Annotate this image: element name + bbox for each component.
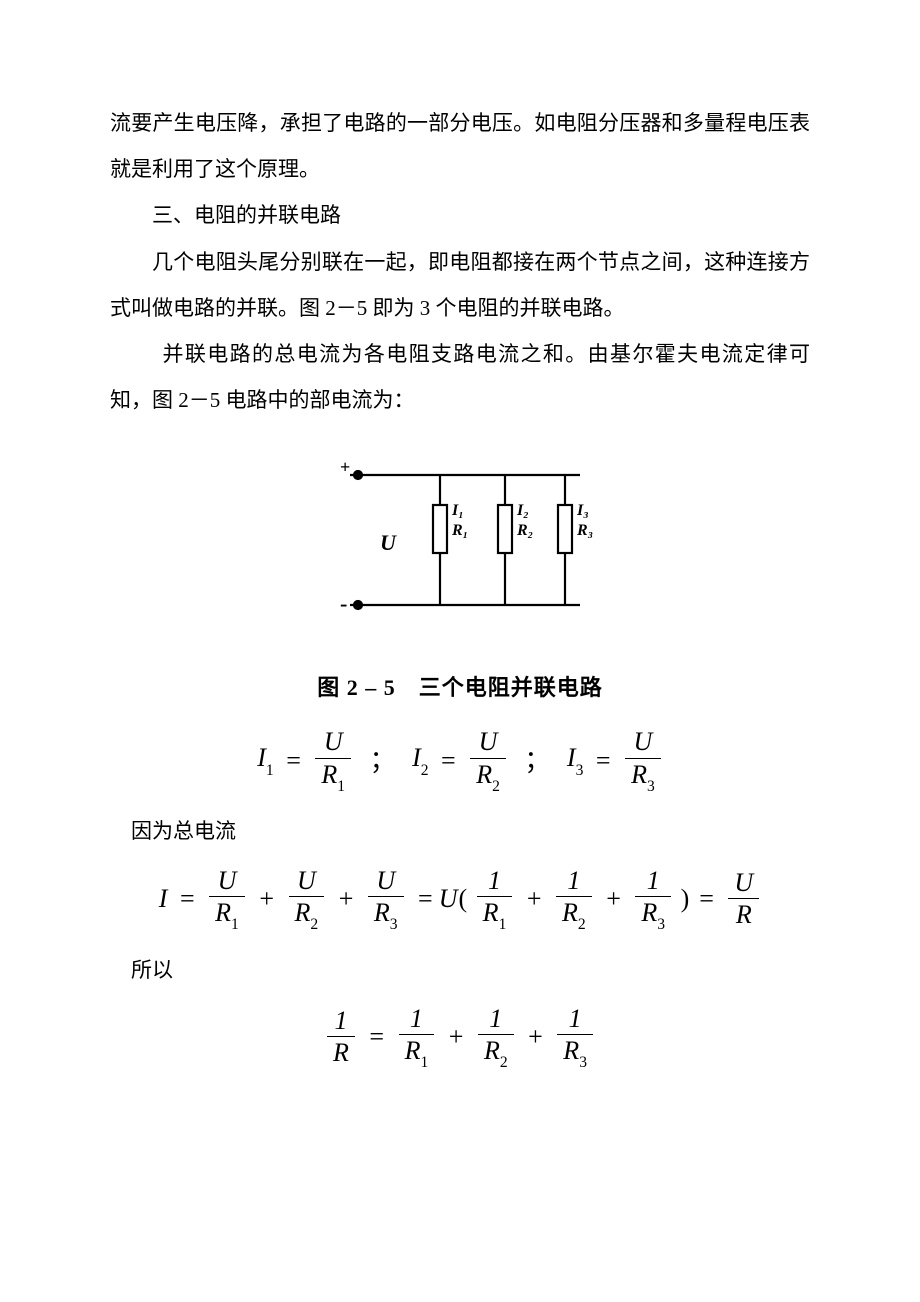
svg-text:+: + <box>340 457 350 477</box>
voltage-label: U <box>380 530 397 555</box>
paragraph-1: 流要产生电压降，承担了电路的一部分电压。如电阻分压器和多量程电压表就是利用了这个… <box>110 100 810 192</box>
formula-total-current: I = UR1 + UR2 + UR3 =U( 1R1 + 1R2 + 1R3 … <box>110 865 810 933</box>
page: 流要产生电压降，承担了电路的一部分电压。如电阻分压器和多量程电压表就是利用了这个… <box>0 0 920 1302</box>
branch-2-R: R₂ <box>516 522 533 539</box>
svg-text:-: - <box>340 591 347 616</box>
formula-branch-currents: I1 = UR1 ； I2 = UR2 ； I3 = UR3 <box>110 726 810 794</box>
figure-caption: 图 2 – 5 三个电阻并联电路 <box>110 670 810 702</box>
figure-2-5: + - U I₁ R₁ I₂ <box>110 445 810 640</box>
paragraph-2-heading: 三、电阻的并联电路 <box>110 192 810 238</box>
branch-1-R: R₁ <box>451 522 468 539</box>
formula-reciprocal: 1R = 1R1 + 1R2 + 1R3 <box>110 1003 810 1071</box>
branch-1-I: I₁ <box>451 502 464 519</box>
paragraph-4: 并联电路的总电流为各电阻支路电流之和。由基尔霍夫电流定律可知，图 2－5 电路中… <box>110 331 810 423</box>
paragraph-3: 几个电阻头尾分别联在一起，即电阻都接在两个节点之间，这种连接方式叫做电路的并联。… <box>110 239 810 331</box>
branch-3-I: I₃ <box>576 502 589 519</box>
branch-3-R: R₃ <box>576 522 593 539</box>
label-therefore: 所以 <box>110 947 810 993</box>
circuit-diagram-svg: + - U I₁ R₁ I₂ <box>310 445 610 635</box>
label-total-current: 因为总电流 <box>110 808 810 854</box>
branch-2-I: I₂ <box>516 502 529 519</box>
